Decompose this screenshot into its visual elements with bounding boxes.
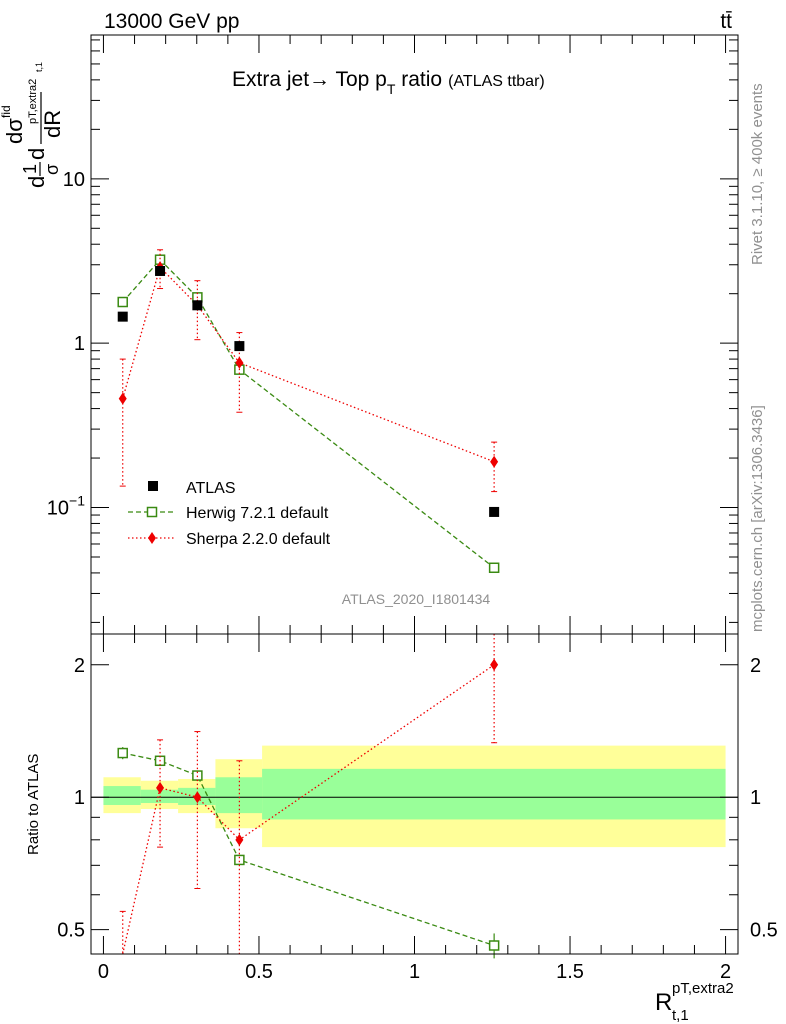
main-ytick-label-2: 10	[63, 169, 85, 191]
legend-marker-sherpa	[148, 532, 156, 544]
main-atlas-point-2	[192, 300, 203, 311]
main-herwig-point-0	[117, 296, 128, 308]
ylabel-dR: dR	[40, 110, 65, 138]
legend-label-sherpa: Sherpa 2.2.0 default	[186, 531, 331, 548]
x-axis: 0 0.5 1 1.5 2	[98, 35, 731, 983]
main-herwig-line	[122, 258, 495, 569]
main-sherpa-line	[122, 265, 495, 463]
main-panel-series	[117, 249, 500, 574]
xlabel-base: R	[655, 989, 672, 1016]
legend-marker-atlas	[148, 481, 158, 491]
main-atlas-point-4	[489, 506, 500, 517]
main-y-axis: 10−1 1 10	[47, 39, 738, 623]
ylabel-d1: d	[24, 176, 49, 188]
xtick-label-2: 1	[409, 961, 420, 983]
ratio-panel-series	[117, 634, 500, 959]
xlabel-sub: t,1	[672, 1007, 689, 1024]
xlabel-sup: pT,extra2	[672, 980, 734, 997]
main-sherpa-point-3	[235, 356, 244, 369]
ylabel-dsigma: dσ	[2, 118, 27, 144]
ratio-sherpa-point-2	[193, 791, 202, 804]
x-axis-label: R pT,extra2 t,1	[655, 980, 734, 1024]
ratio-herwig-point-4	[488, 940, 500, 951]
ratio-band-inner-3	[215, 777, 263, 814]
ratio-ytick-label-right-2: 2	[750, 655, 761, 677]
main-ytick-label-0: 10−1	[47, 493, 85, 520]
main-y-axis-label: d 1 σ d dσ fid pT,extra2 t,1 dR	[0, 62, 65, 188]
process-label: tt̄	[720, 10, 732, 33]
main-atlas-point-1	[155, 265, 166, 276]
legend-label-atlas: ATLAS	[186, 480, 236, 497]
ratio-ytick-label-left-1: 1	[74, 787, 85, 809]
rivet-label: Rivet 3.1.10, ≥ 400k events	[749, 83, 766, 265]
ratio-band-inner-0	[103, 786, 141, 805]
legend-entry-sherpa: Sherpa 2.2.0 default	[128, 531, 331, 548]
main-sherpa-point-4	[490, 455, 499, 468]
ylabel-one: 1	[20, 164, 40, 174]
main-sherpa-point-0	[118, 392, 127, 405]
xtick-label-0: 0	[98, 961, 109, 983]
legend-entry-herwig: Herwig 7.2.1 default	[128, 505, 329, 522]
ylabel-t1: t,1	[34, 62, 44, 72]
ratio-herwig-point-0	[117, 747, 128, 759]
legend: ATLAS Herwig 7.2.1 default Sherpa 2.2.0 …	[128, 480, 331, 548]
xtick-label-1: 0.5	[245, 961, 273, 983]
ratio-band-inner-4	[262, 768, 726, 820]
main-atlas-point-0	[117, 311, 128, 322]
ratio-ytick-label-left-2: 2	[74, 655, 85, 677]
ylabel-ptextra: pT,extra2	[27, 79, 39, 124]
main-herwig-point-4	[488, 562, 500, 574]
ratio-sherpa-point-1	[156, 781, 165, 794]
ratio-band-inner-1	[140, 789, 179, 804]
ratio-y-axis: 0.5 0.5 1 1 2 2	[57, 655, 778, 942]
ratio-herwig-line	[122, 752, 495, 947]
xtick-label-4: 2	[720, 961, 731, 983]
xtick-label-3: 1.5	[556, 961, 584, 983]
ratio-ytick-label-right-0: 0.5	[750, 920, 778, 942]
ratio-herwig-point-3	[234, 854, 245, 866]
legend-label-herwig: Herwig 7.2.1 default	[186, 505, 329, 522]
main-atlas-point-3	[234, 341, 245, 352]
main-ytick-label-1: 1	[74, 333, 85, 355]
ratio-y-axis-label: Ratio to ATLAS	[25, 754, 42, 855]
analysis-id: ATLAS_2020_I1801434	[342, 591, 491, 607]
ylabel-d2: d	[24, 148, 49, 160]
ratio-sherpa-point-3	[235, 833, 244, 846]
mcplots-label: mcplots.cern.ch [arXiv:1306.3436]	[749, 405, 766, 632]
plot-title: Extra jet→ Top pT ratio (ATLAS ttbar)	[232, 68, 545, 97]
legend-entry-atlas: ATLAS	[148, 480, 236, 497]
energy-label: 13000 GeV pp	[104, 10, 239, 33]
ratio-uncertainty-bands	[103, 745, 726, 848]
ylabel-sigma: σ	[42, 164, 62, 175]
ratio-ytick-label-right-1: 1	[750, 787, 761, 809]
ratio-ytick-label-left-0: 0.5	[57, 920, 85, 942]
ylabel-fid: fid	[0, 105, 13, 118]
legend-marker-herwig	[146, 506, 158, 518]
ratio-sherpa-point-4	[490, 658, 499, 671]
